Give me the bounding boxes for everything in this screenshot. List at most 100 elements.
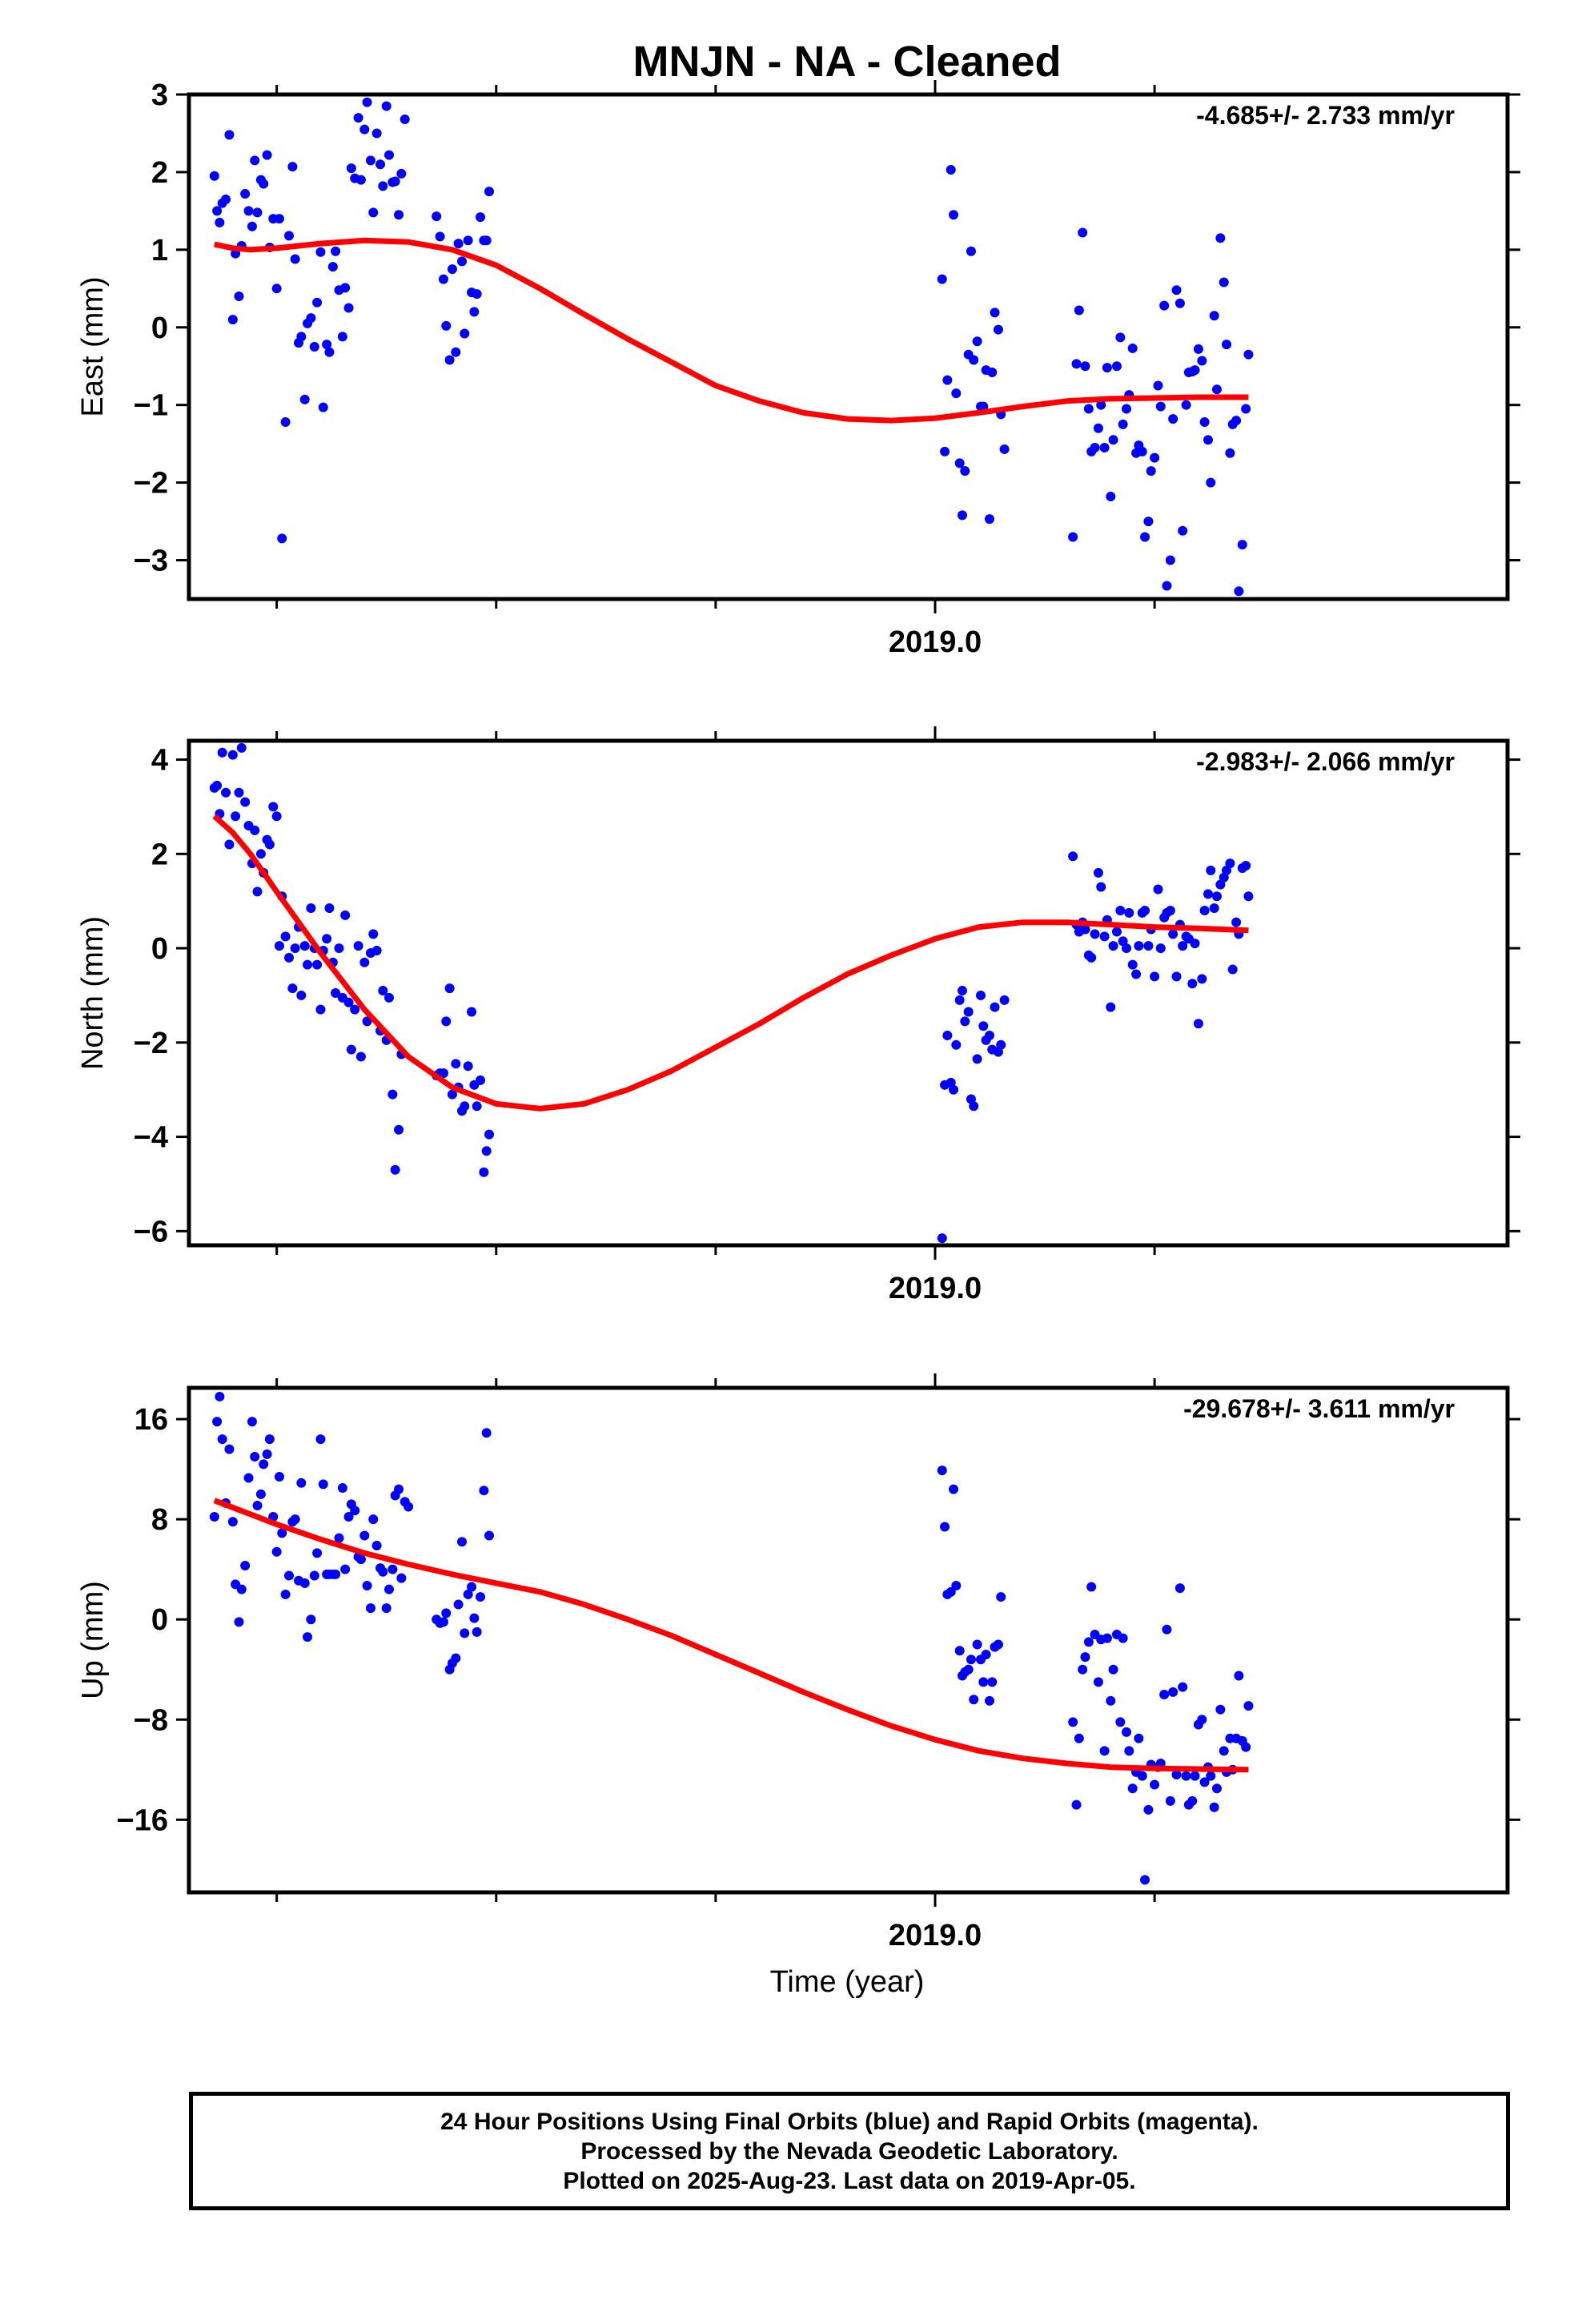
data-point [951,1580,962,1590]
y-tick-label: 4 [151,744,168,778]
data-point [378,986,388,996]
data-point [271,1546,282,1557]
data-point [957,986,967,996]
data-point [453,1599,464,1610]
data-point [250,825,260,835]
rate-label: -4.685+/- 2.733 mm/yr [1196,101,1455,130]
data-point [996,1039,1006,1050]
data-point [993,1639,1003,1650]
fit-curve [212,814,1249,1112]
data-point [215,217,225,227]
data-point [240,1560,251,1570]
data-point [1122,404,1132,414]
rate-label: -29.678+/- 3.611 mm/yr [1183,1394,1455,1423]
data-point [984,1695,994,1706]
data-point [375,159,386,170]
data-point [227,750,238,760]
x-tick-label: 2019.0 [889,625,982,659]
data-point [383,1584,394,1594]
data-point [1187,1795,1198,1806]
y-tick-label: −2 [134,467,168,501]
data-point [234,1617,244,1627]
y-tick-label: −3 [134,545,168,578]
data-point [1124,1746,1134,1756]
data-point [383,992,394,1003]
data-point [1127,343,1138,353]
data-point [212,1417,223,1427]
data-point [306,1614,316,1625]
data-point [243,206,254,216]
data-point [1243,1701,1254,1711]
data-point [949,1484,959,1494]
data-point [1241,1742,1251,1752]
data-point [1155,943,1166,954]
data-point [957,510,967,521]
data-point [346,163,356,174]
data-point [396,1573,407,1583]
data-point [264,1434,275,1445]
data-point [1140,532,1150,542]
data-point [438,1068,448,1079]
data-point [280,931,291,942]
data-point [264,839,275,850]
data-point [1197,356,1207,366]
footer-line-1: 24 Hour Positions Using Final Orbits (bl… [440,2108,1259,2135]
data-point [1106,1695,1116,1706]
data-point [1171,285,1182,296]
data-point [318,1479,328,1490]
data-point [451,347,461,357]
data-point [946,1586,956,1597]
y-tick-label: 2 [151,838,168,871]
data-point [963,1664,974,1675]
data-point [476,212,486,223]
data-point [1165,905,1175,915]
data-point [365,1603,375,1614]
data-point [1165,1795,1175,1806]
data-point [999,444,1010,454]
data-point [240,189,251,199]
data-point [441,1016,452,1027]
data-point [438,274,448,284]
data-point [224,1444,235,1454]
data-point [1219,277,1229,287]
data-point [1197,1715,1207,1725]
data-point [337,1483,347,1494]
data-point [394,210,404,220]
y-tick-label: −1 [134,389,168,423]
data-point [331,988,341,998]
data-point [271,283,282,294]
data-point [937,1466,947,1476]
data-point [481,1146,492,1156]
data-point [960,1016,970,1027]
data-point [1137,1771,1147,1781]
figure-title: MNJN - NA - Cleaned [632,38,1061,86]
data-point [1178,941,1188,951]
data-point [1140,905,1150,915]
data-point [236,742,247,753]
data-point [954,458,965,468]
data-point [353,941,363,951]
data-point [981,1649,991,1659]
data-point [1190,1771,1200,1781]
data-point [1181,400,1191,410]
x-tick-label: 2019.0 [889,1272,982,1305]
data-point [463,1589,473,1599]
data-point [1155,401,1166,412]
data-point [340,1564,351,1574]
data-point [1190,365,1200,376]
data-point [484,1129,494,1140]
y-tick-label: 2 [151,156,168,190]
data-point [252,207,263,218]
data-point [331,246,341,256]
data-point [444,983,455,994]
y-tick-label: −8 [134,1703,168,1737]
data-point [1199,1777,1210,1787]
data-point [484,187,494,197]
data-point [221,787,231,798]
data-point [250,155,260,166]
data-point [481,235,492,246]
data-point [1225,448,1235,458]
data-point [224,130,235,140]
data-point [400,115,410,125]
